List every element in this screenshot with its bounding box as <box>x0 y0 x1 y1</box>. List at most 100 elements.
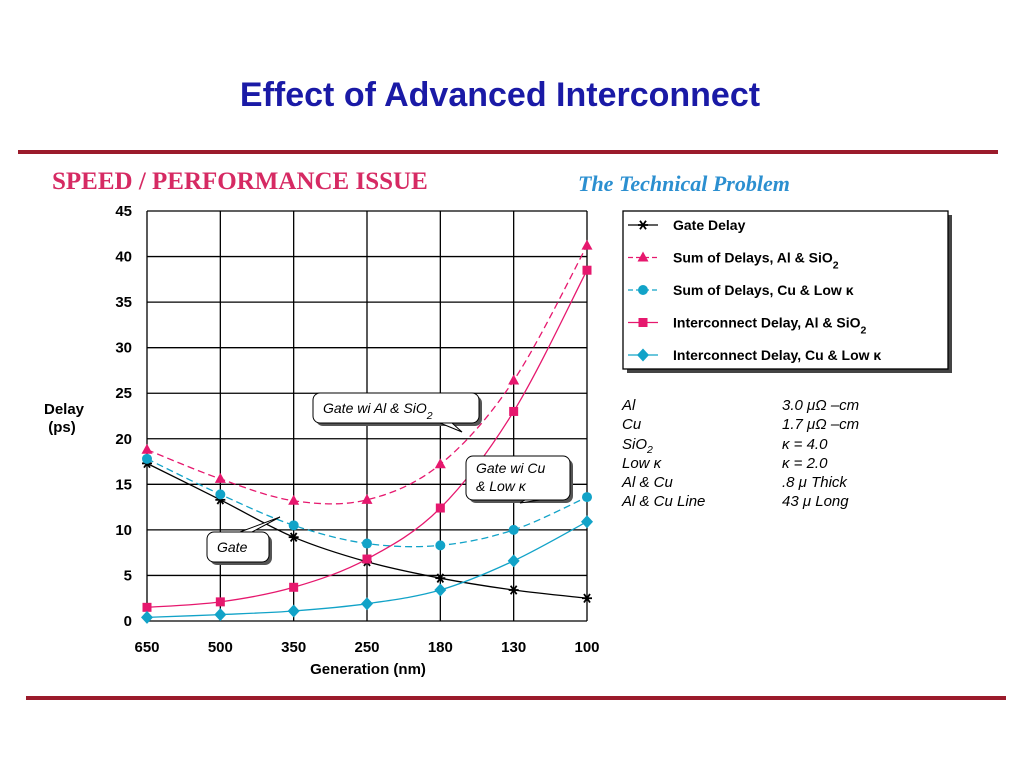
y-tick-label: 5 <box>124 567 132 584</box>
x-tick-labels: 650 500 350 250 180 130 100 <box>134 639 599 656</box>
y-tick-label: 25 <box>115 385 132 402</box>
legend-label: Sum of Delays, Cu & Low κ <box>673 282 854 298</box>
data-point <box>582 265 592 275</box>
property-value: 3.0 μΩ –cm <box>782 397 860 414</box>
data-point <box>435 540 446 551</box>
chart-series <box>141 239 593 624</box>
callout-text: Gate wi Cu <box>476 460 545 476</box>
property-value: .8 μ Thick <box>782 474 847 492</box>
data-point <box>215 597 225 607</box>
data-point <box>142 453 152 464</box>
y-tick-label: 15 <box>115 476 132 493</box>
legend-swatch-marker <box>637 251 649 262</box>
property-value: κ = 2.0 <box>782 454 828 472</box>
data-point <box>582 492 592 503</box>
data-point <box>141 443 153 454</box>
slide-title: Effect of Advanced Interconnect <box>239 76 761 114</box>
y-tick-label: 45 <box>115 203 132 220</box>
property-value: 43 μ Long <box>782 493 849 511</box>
property-name: Al <box>622 397 636 414</box>
annotation-callout: Gate wi Al & SiO2 <box>312 392 482 433</box>
y-tick-label: 35 <box>115 294 132 311</box>
data-point <box>582 593 592 603</box>
callout-text: Gate <box>217 539 248 555</box>
data-point <box>362 554 372 564</box>
callout-pointer <box>519 499 541 504</box>
data-point <box>215 489 226 500</box>
x-tick-label: 250 <box>354 639 379 656</box>
chart-annotations: Gate wi Al & SiO2 Gate wi Cu & Low κ Gate <box>206 392 573 565</box>
property-name: SiO2 <box>622 435 653 456</box>
callout-pointer <box>239 516 281 533</box>
data-point <box>434 583 447 597</box>
legend-label: Interconnect Delay, Cu & Low κ <box>673 347 881 363</box>
legend-swatch-marker <box>638 318 648 327</box>
y-axis-label-unit: (ps) <box>48 419 76 436</box>
data-point <box>508 585 519 595</box>
legend-item: Interconnect Delay, Al & SiO2 <box>628 315 867 337</box>
property-name: Low κ <box>622 454 662 472</box>
callout-pointer <box>439 422 463 433</box>
series-2 <box>141 239 593 505</box>
x-axis-label: Generation (nm) <box>310 661 426 678</box>
annotation-callout: Gate wi Cu & Low κ <box>465 455 573 504</box>
data-point <box>288 520 299 531</box>
figure-header: SPEED / PERFORMANCE ISSUE <box>52 168 428 195</box>
x-tick-label: 130 <box>501 639 526 656</box>
y-tick-label: 40 <box>115 249 132 266</box>
data-point <box>509 406 519 416</box>
data-point <box>142 602 152 612</box>
legend-swatch-marker <box>638 285 648 295</box>
legend-swatch-marker <box>637 348 649 362</box>
data-point <box>141 610 153 624</box>
legend-label: Interconnect Delay, Al & SiO2 <box>673 315 867 337</box>
y-tick-label: 10 <box>115 522 132 539</box>
series-5 <box>141 515 593 624</box>
data-point <box>214 472 226 483</box>
y-tick-label: 30 <box>115 340 132 357</box>
property-name: Cu <box>622 416 642 434</box>
legend-item: Sum of Delays, Al & SiO2 <box>628 250 839 272</box>
chart-legend: Gate Delay Sum of Delays, Al & SiO2 Sum of… <box>622 210 952 373</box>
property-value: κ = 4.0 <box>782 435 828 453</box>
legend-swatch-marker <box>638 220 648 230</box>
y-tick-labels: 0 5 10 15 20 25 30 35 40 45 <box>115 203 132 630</box>
legend-item: Gate Delay <box>628 217 746 233</box>
legend-item: Sum of Delays, Cu & Low κ <box>628 282 854 298</box>
y-axis-label: Delay <box>44 401 85 418</box>
x-tick-label: 500 <box>208 639 233 656</box>
legend-label: Gate Delay <box>673 217 746 233</box>
property-value: 1.7 μΩ –cm <box>782 416 860 434</box>
legend-box <box>622 210 949 370</box>
y-tick-label: 0 <box>124 613 132 630</box>
data-point <box>435 503 445 513</box>
property-name: Al & Cu Line <box>622 493 706 511</box>
callout-box <box>312 392 480 424</box>
callout-text: Gate wi Al & SiO2 <box>323 400 433 422</box>
legend-label: Sum of Delays, Al & SiO2 <box>673 250 839 272</box>
data-point <box>289 582 299 592</box>
property-name: Al & Cu <box>622 474 673 492</box>
data-point <box>581 515 593 529</box>
series-4 <box>142 265 592 612</box>
bottom-rule <box>26 696 1006 700</box>
data-point <box>288 494 300 505</box>
legend-item: Interconnect Delay, Cu & Low κ <box>628 347 881 363</box>
top-rule <box>18 150 998 154</box>
data-point <box>434 458 446 469</box>
x-tick-label: 350 <box>281 639 306 656</box>
x-tick-label: 180 <box>428 639 453 656</box>
x-tick-label: 100 <box>574 639 599 656</box>
data-point <box>508 374 520 385</box>
x-tick-label: 650 <box>134 639 159 656</box>
callout-box <box>465 455 571 501</box>
data-point <box>287 604 300 618</box>
data-point <box>362 538 372 549</box>
data-point <box>288 532 299 542</box>
annotation-callout: Gate <box>206 516 281 565</box>
y-tick-label: 20 <box>115 431 132 448</box>
series-3 <box>142 453 592 551</box>
data-point <box>581 239 593 250</box>
data-point <box>361 597 373 611</box>
